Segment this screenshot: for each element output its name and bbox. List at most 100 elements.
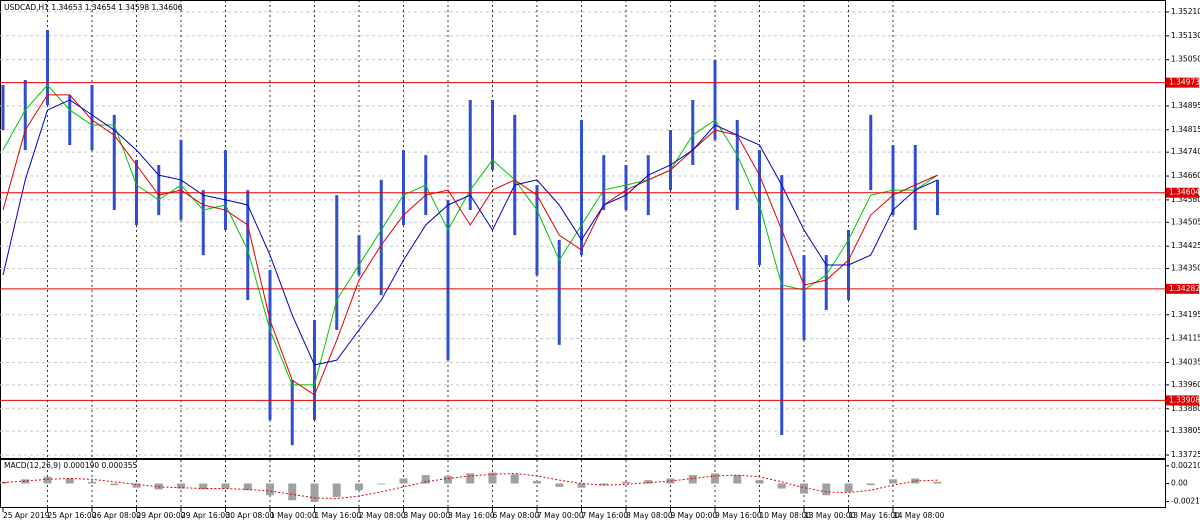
y-tick-label: 1.35050 <box>1171 55 1200 64</box>
macd-bar <box>177 483 185 489</box>
macd-bar <box>21 479 30 484</box>
x-tick-label: 7 May 16:00 <box>582 511 629 520</box>
macd-bar <box>444 475 452 484</box>
y-tick-label: 1.34815 <box>1171 125 1200 134</box>
x-tick-label: 25 Apr 16:00 <box>48 511 97 520</box>
macd-bar <box>711 473 719 484</box>
y-tick-label: 1.34195 <box>1171 310 1200 319</box>
moving-average <box>2 99 938 366</box>
macd-bar <box>533 480 541 484</box>
macd-bar <box>822 483 831 496</box>
y-tick-label: 1.34425 <box>1171 241 1200 250</box>
x-tick-label: 3 May 00:00 <box>404 511 451 520</box>
y-tick-label: 1.34115 <box>1171 334 1200 343</box>
level-label: 1.34604 <box>1169 188 1200 197</box>
y-tick-label: 1.33725 <box>1171 450 1200 459</box>
level-label: 1.33908 <box>1169 395 1200 404</box>
x-tick-label: 29 Apr 00:00 <box>137 511 186 520</box>
y-tick-label: 1.35130 <box>1171 31 1200 40</box>
x-tick-label: 29 Apr 16:00 <box>181 511 230 520</box>
y-tick-label: 0.00 <box>1171 479 1188 488</box>
x-tick-label: 25 Apr 2019 <box>3 511 50 520</box>
macd-bar <box>488 472 497 484</box>
y-tick-label: 1.33880 <box>1171 404 1200 413</box>
macd-bar <box>288 483 297 501</box>
x-tick-label: 8 May 08:00 <box>626 511 673 520</box>
macd-bar <box>599 483 608 486</box>
x-tick-label: 13 May 16:00 <box>849 511 901 520</box>
macd-bar <box>555 483 564 487</box>
macd-bar <box>266 483 274 496</box>
macd-bar <box>221 483 230 489</box>
level-label-box <box>1166 187 1199 198</box>
y-tick-label: -0.002151 <box>1171 497 1200 506</box>
macd-bar <box>88 481 96 484</box>
x-tick-label: 3 May 16:00 <box>448 511 495 520</box>
macd-bar <box>644 480 653 484</box>
macd-bar <box>510 474 519 484</box>
x-tick-label: 14 May 08:00 <box>893 511 945 520</box>
x-tick-label: 6 May 08:00 <box>493 511 540 520</box>
macd-bar <box>377 483 386 485</box>
y-tick-label: 1.33805 <box>1171 426 1200 435</box>
macd-bar <box>733 475 742 484</box>
macd-bar <box>577 483 586 488</box>
macd-bar <box>132 483 141 488</box>
macd-bar <box>466 473 475 484</box>
y-tick-label: 1.34895 <box>1171 101 1200 110</box>
main-pane <box>0 0 1166 459</box>
x-tick-label: 10 May 08:00 <box>760 511 812 520</box>
macd-bar <box>800 483 808 494</box>
macd-bar <box>866 483 875 486</box>
x-tick-label: 13 May 00:00 <box>804 511 856 520</box>
macd-bar <box>110 483 119 486</box>
macd-bar <box>355 483 363 491</box>
macd-bar <box>399 478 408 484</box>
macd-bar <box>933 481 942 484</box>
y-tick-label: 0.002105 <box>1171 461 1200 470</box>
level-label: 1.34973 <box>1169 78 1200 87</box>
x-tick-label: 2 May 08:00 <box>359 511 406 520</box>
macd-bar <box>622 481 630 484</box>
y-tick-label: 1.34660 <box>1171 171 1200 180</box>
moving-average <box>2 94 938 396</box>
y-tick-label: 1.34035 <box>1171 358 1200 367</box>
macd-bar <box>889 479 897 484</box>
level-label: 1.34282 <box>1169 284 1200 293</box>
x-tick-label: 1 May 16:00 <box>315 511 362 520</box>
macd-bar <box>666 478 675 484</box>
y-tick-label: 1.34350 <box>1171 264 1200 273</box>
x-tick-label: 7 May 00:00 <box>537 511 584 520</box>
macd-bar <box>310 483 319 502</box>
x-tick-label: 30 Apr 08:00 <box>226 511 275 520</box>
y-tick-label: 1.33960 <box>1171 380 1200 389</box>
y-tick-label: 1.34505 <box>1171 217 1200 226</box>
x-tick-label: 1 May 00:00 <box>270 511 317 520</box>
macd-bar <box>243 483 252 491</box>
macd-bar <box>688 475 697 484</box>
macd-signal <box>2 472 938 500</box>
macd-bar <box>421 475 430 484</box>
x-tick-label: 9 May 16:00 <box>715 511 762 520</box>
level-label-box <box>1166 395 1199 406</box>
macd-bar <box>911 478 920 484</box>
y-tick-label: 1.34580 <box>1171 195 1200 204</box>
macd-bar <box>777 483 786 489</box>
level-label-box <box>1166 283 1199 294</box>
macd-bar <box>43 476 52 484</box>
level-label-box <box>1166 77 1199 88</box>
chart-title: USDCAD,H1 1.34653 1.34654 1.34598 1.3460… <box>4 3 183 12</box>
macd-bar <box>199 483 208 490</box>
macd-bar <box>332 483 341 497</box>
y-tick-label: 1.35210 <box>1171 7 1200 16</box>
macd-bar <box>65 478 74 484</box>
macd-bar <box>844 483 853 492</box>
y-tick-label: 1.34740 <box>1171 147 1200 156</box>
x-tick-label: 26 Apr 08:00 <box>92 511 141 520</box>
macd-title: MACD(12,26,9) 0.000190 0.000355 <box>4 461 138 470</box>
moving-average <box>2 84 938 386</box>
x-tick-label: 9 May 00:00 <box>671 511 718 520</box>
macd-bar <box>755 480 764 484</box>
